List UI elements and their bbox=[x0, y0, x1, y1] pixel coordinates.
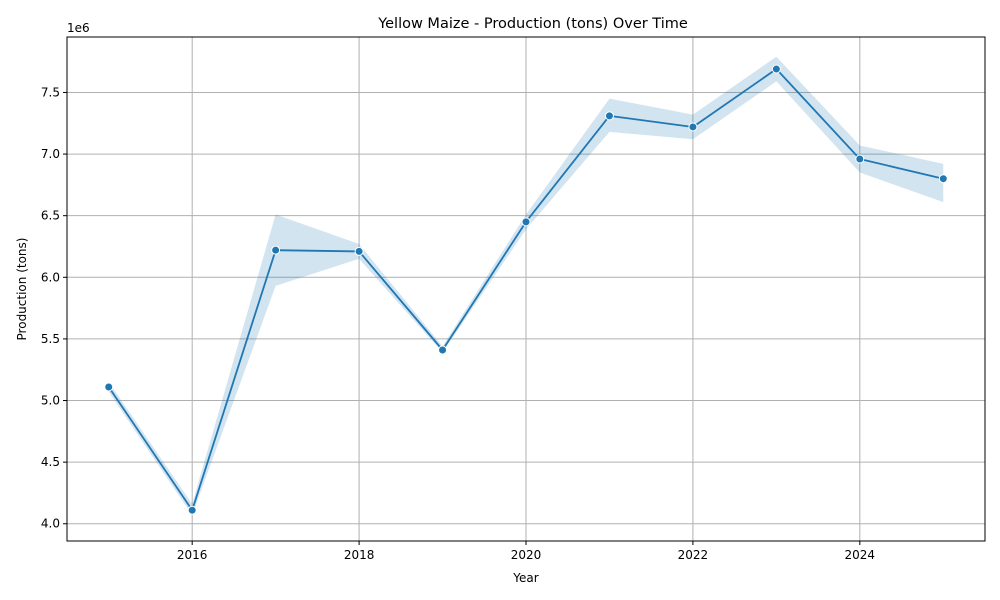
data-point bbox=[271, 245, 281, 255]
x-tick-label: 2016 bbox=[177, 548, 208, 562]
data-point bbox=[855, 154, 865, 164]
chart-title: Yellow Maize - Production (tons) Over Ti… bbox=[377, 16, 688, 32]
y-tick-label: 4.0 bbox=[41, 517, 60, 531]
y-tick-label: 6.5 bbox=[41, 209, 60, 223]
x-tick-label: 2024 bbox=[845, 548, 876, 562]
y-tick-label: 6.0 bbox=[41, 270, 60, 284]
y-axis-offset-label: 1e6 bbox=[67, 21, 90, 35]
x-tick-label: 2018 bbox=[344, 548, 375, 562]
data-point bbox=[354, 246, 364, 256]
data-point bbox=[938, 174, 948, 184]
x-axis-title: Year bbox=[512, 571, 538, 585]
data-point bbox=[521, 217, 531, 227]
data-point bbox=[438, 345, 448, 355]
grid-layer bbox=[67, 37, 985, 541]
y-tick-label: 4.5 bbox=[41, 455, 60, 469]
tick-layer: 2016 2018 2020 2022 2024 4.0 4.5 5.0 5.5 6.0 6.5 7.… bbox=[41, 85, 875, 562]
x-tick-label: 2022 bbox=[678, 548, 709, 562]
confidence-band-layer bbox=[108, 56, 944, 516]
y-tick-label: 7.0 bbox=[41, 147, 60, 161]
y-tick-label: 5.0 bbox=[41, 394, 60, 408]
data-point bbox=[771, 64, 781, 74]
data-point bbox=[187, 505, 197, 515]
data-point bbox=[604, 111, 614, 121]
y-tick-label: 7.5 bbox=[41, 85, 60, 99]
data-point bbox=[104, 382, 114, 392]
marker-layer bbox=[104, 64, 948, 515]
y-tick-label: 5.5 bbox=[41, 332, 60, 346]
x-tick-label: 2020 bbox=[511, 548, 542, 562]
confidence-band bbox=[108, 56, 944, 516]
y-axis-title: Production (tons) bbox=[15, 238, 29, 341]
data-point bbox=[688, 122, 698, 132]
